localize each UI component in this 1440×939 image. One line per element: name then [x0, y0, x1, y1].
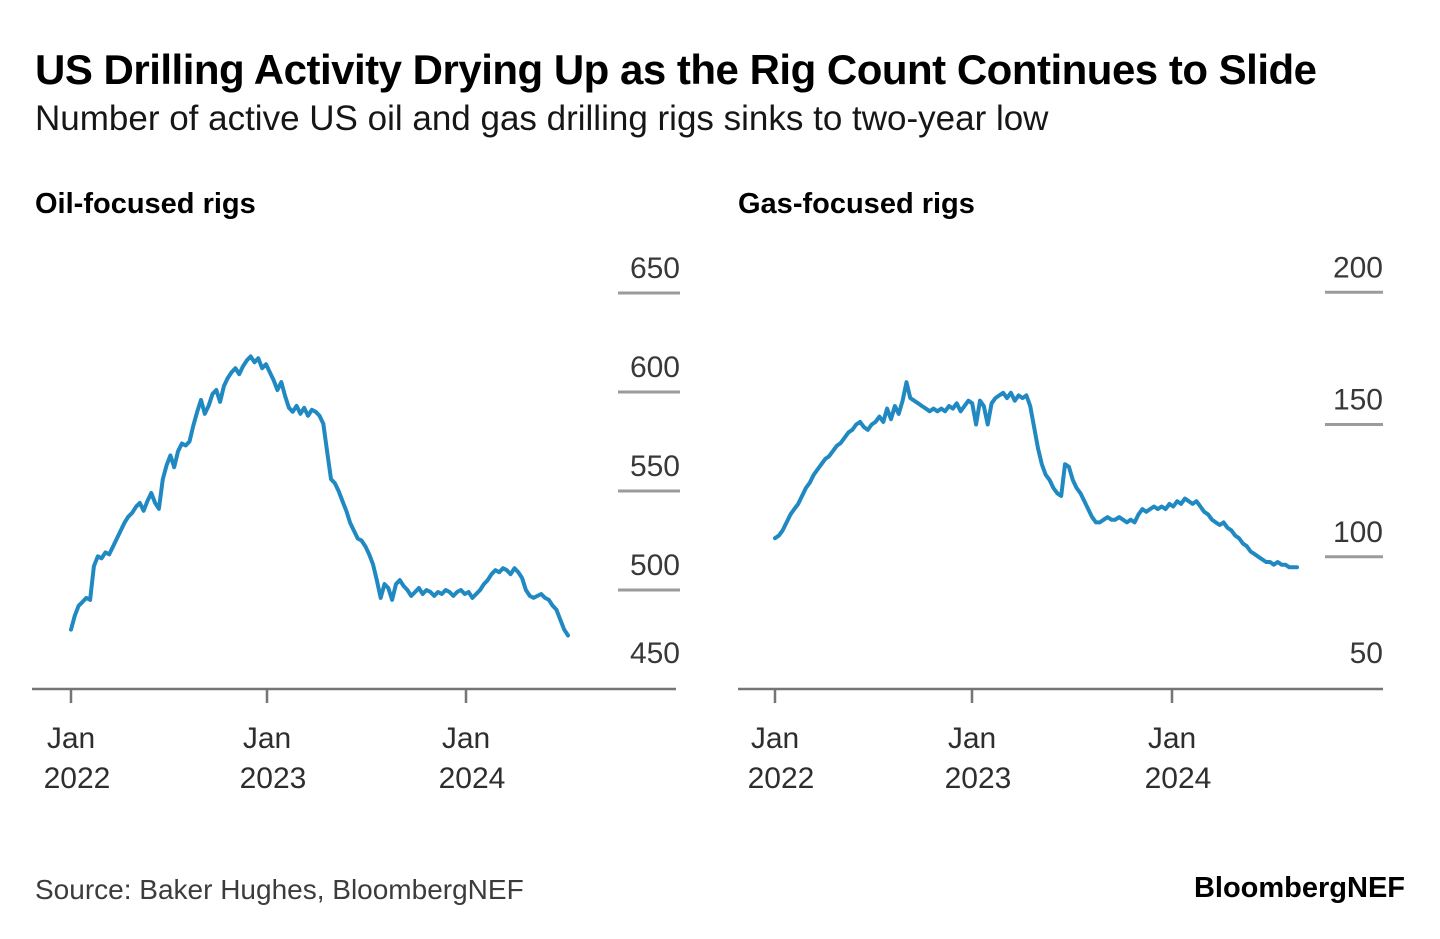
gas-panel-title: Gas-focused rigs	[738, 188, 975, 220]
x-tick-year-label: 2024	[1145, 762, 1212, 795]
source-note: Source: Baker Hughes, BloombergNEF	[35, 874, 524, 905]
y-tick-label: 500	[630, 549, 680, 582]
page-title: US Drilling Activity Drying Up as the Ri…	[35, 46, 1317, 93]
x-tick-month-label: Jan	[243, 722, 291, 755]
oil-panel-title: Oil-focused rigs	[35, 188, 256, 220]
gas-rigs-chart: Jan 2022 Jan 2023 Jan 2024 200 150 100 50	[738, 251, 1383, 795]
x-tick-month-label: Jan	[47, 722, 95, 755]
y-tick-label: 550	[630, 450, 680, 483]
y-tick-label: 100	[1333, 516, 1383, 549]
y-tick-label: 450	[630, 637, 680, 670]
brand-logo: BloombergNEF	[1193, 872, 1405, 904]
x-tick-year-label: 2023	[945, 762, 1012, 795]
y-tick-label: 150	[1333, 384, 1383, 417]
x-tick-month-label: Jan	[948, 722, 996, 755]
x-tick-year-label: 2023	[240, 762, 307, 795]
oil-rigs-chart: Jan 2022 Jan 2023 Jan 2024 650 600 550 500 450	[32, 252, 680, 795]
x-tick-year-label: 2022	[44, 762, 111, 795]
x-tick-year-label: 2024	[439, 762, 506, 795]
x-tick-month-label: Jan	[751, 722, 799, 755]
x-tick-month-label: Jan	[1148, 722, 1196, 755]
rig-count-line	[69, 354, 570, 638]
y-tick-label: 50	[1350, 637, 1383, 670]
y-tick-label: 600	[630, 351, 680, 384]
x-tick-month-label: Jan	[442, 722, 490, 755]
y-tick-label: 650	[630, 252, 680, 285]
page-subtitle: Number of active US oil and gas drilling…	[35, 99, 1049, 138]
x-tick-year-label: 2022	[748, 762, 815, 795]
y-tick-label: 200	[1333, 251, 1383, 284]
rig-count-line	[773, 380, 1299, 570]
